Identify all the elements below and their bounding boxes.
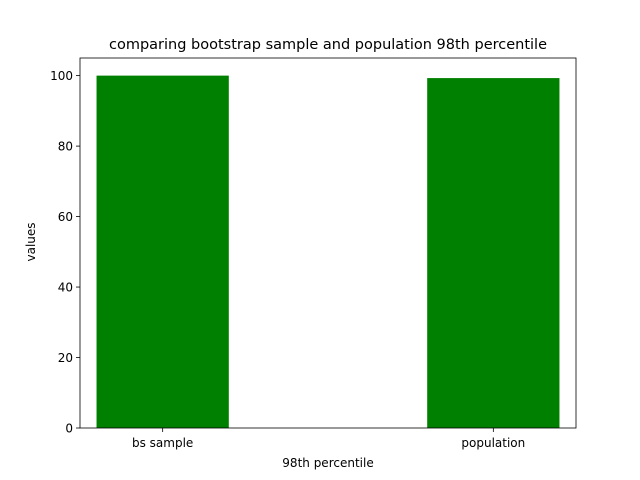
plot-frame [79, 57, 577, 429]
y-axis-label: values [24, 222, 38, 261]
y-tick-label: 60 [58, 210, 73, 224]
bar-bs-sample [96, 75, 229, 428]
y-tick-label: 100 [50, 69, 73, 83]
x-axis-label: 98th percentile [282, 456, 373, 470]
y-tick-label: 40 [58, 281, 73, 295]
plot-area: bs sample population 0 20 40 60 80 100 [50, 57, 577, 450]
x-tick-label: population [461, 436, 525, 450]
y-tick-label: 0 [65, 422, 73, 436]
chart-title: comparing bootstrap sample and populatio… [109, 37, 547, 53]
y-tick-label: 20 [58, 351, 73, 365]
bar-population [427, 78, 560, 428]
x-tick-label: bs sample [132, 436, 193, 450]
y-tick-label: 80 [58, 140, 73, 154]
